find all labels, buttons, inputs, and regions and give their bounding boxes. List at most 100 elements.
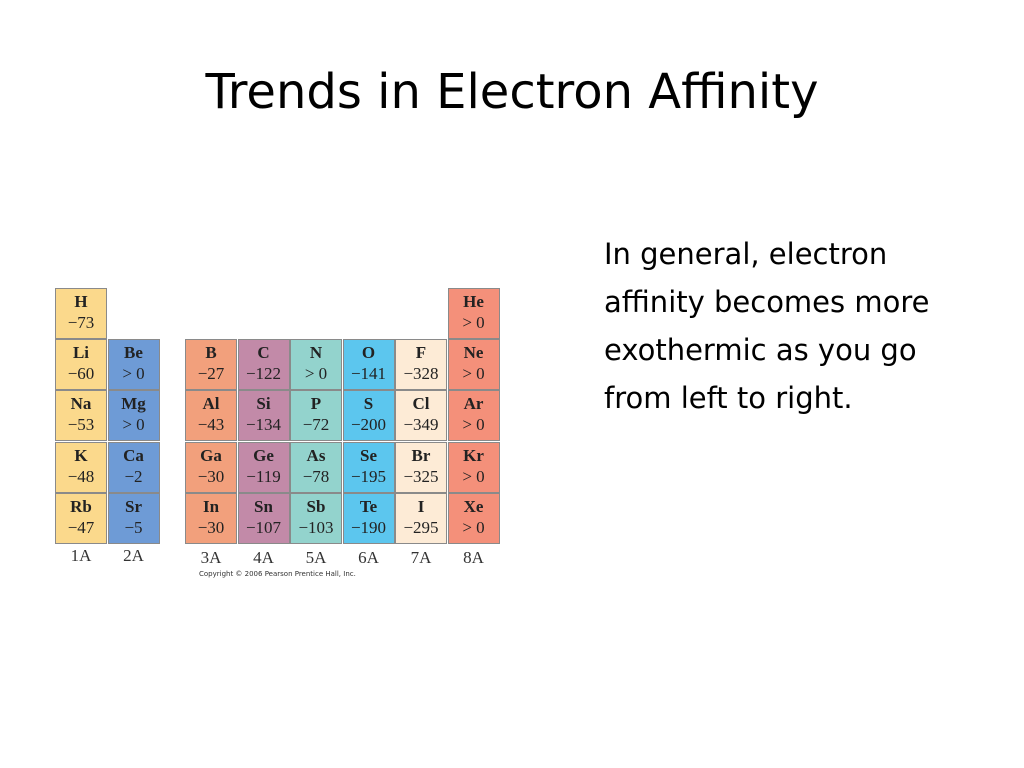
- electron-affinity: −2: [124, 466, 143, 486]
- element-symbol: Mg: [121, 394, 146, 414]
- element-cell: Kr > 0: [447, 441, 500, 493]
- element-cell: Sb −103: [290, 492, 342, 544]
- element-cell: Ca −2: [107, 441, 160, 493]
- element-cell: In −30: [185, 492, 237, 544]
- group-label: 5A: [305, 548, 327, 567]
- element-symbol: Ge: [253, 445, 274, 465]
- electron-affinity: −200: [350, 415, 387, 435]
- element-symbol: O: [361, 343, 376, 363]
- electron-affinity: −134: [245, 415, 282, 435]
- element-cell: I −295: [395, 492, 447, 544]
- element-cell: Ge −119: [237, 441, 290, 493]
- element-cell: Li −60: [55, 339, 107, 391]
- element-symbol: I: [417, 496, 425, 516]
- element-cell: Br −325: [395, 441, 447, 493]
- element-cell: H −73: [55, 288, 107, 339]
- element-cell: Na −53: [55, 390, 107, 442]
- electron-affinity: −328: [403, 364, 439, 384]
- slide-title: Trends in Electron Affinity: [205, 64, 819, 120]
- electron-affinity: −141: [350, 364, 387, 384]
- element-symbol: S: [363, 394, 374, 414]
- element-cell: Be > 0: [107, 339, 160, 391]
- element-cell: Sr −5: [107, 492, 160, 544]
- electron-affinity: > 0: [122, 415, 145, 435]
- element-symbol: Se: [360, 445, 377, 465]
- electron-affinity: > 0: [462, 364, 485, 384]
- electron-affinity: −27: [197, 364, 225, 384]
- element-symbol: As: [306, 445, 326, 465]
- element-symbol: Na: [70, 394, 92, 414]
- element-symbol: Al: [202, 394, 220, 414]
- electron-affinity: −5: [124, 517, 143, 537]
- element-cell: Cl −349: [395, 390, 447, 442]
- element-symbol: Te: [359, 496, 378, 516]
- element-cell: P −72: [290, 390, 342, 442]
- element-symbol: C: [257, 343, 270, 363]
- electron-affinity: −122: [245, 364, 282, 384]
- element-cell: Ne > 0: [447, 339, 500, 391]
- group-label: 1A: [70, 546, 92, 565]
- element-symbol: K: [74, 445, 88, 465]
- element-cell: N > 0: [290, 339, 342, 391]
- electron-affinity: −295: [403, 517, 439, 537]
- electron-affinity: −47: [67, 517, 95, 537]
- element-symbol: F: [415, 343, 427, 363]
- element-cell: Si −134: [237, 390, 290, 442]
- electron-affinity: −43: [197, 415, 225, 435]
- electron-affinity: −73: [67, 313, 95, 332]
- element-cell: Ar > 0: [447, 390, 500, 442]
- electron-affinity: −53: [67, 415, 95, 435]
- electron-affinity: −107: [245, 517, 282, 537]
- element-symbol: Be: [124, 343, 143, 363]
- element-symbol: Cl: [412, 394, 430, 414]
- electron-affinity: −119: [246, 466, 281, 486]
- element-cell: He > 0: [447, 288, 500, 339]
- element-symbol: Ar: [463, 394, 484, 414]
- group-label: 8A: [463, 548, 484, 567]
- electron-affinity: −30: [197, 517, 225, 537]
- element-symbol: Rb: [70, 496, 92, 516]
- element-symbol: Si: [256, 394, 271, 414]
- electron-affinity: −190: [350, 517, 387, 537]
- copyright: Copyright © 2006 Pearson Prentice Hall, …: [199, 570, 356, 578]
- electron-affinity: −349: [403, 415, 439, 435]
- electron-affinity: > 0: [462, 466, 485, 486]
- element-symbol: In: [202, 496, 220, 516]
- electron-affinity: −60: [67, 364, 95, 384]
- element-cell: B −27: [185, 339, 237, 391]
- element-cell: O −141: [342, 339, 395, 391]
- element-symbol: Xe: [463, 496, 484, 516]
- element-symbol: Br: [411, 445, 431, 465]
- element-cell: F −328: [395, 339, 447, 391]
- element-cell: Xe > 0: [447, 492, 500, 544]
- electron-affinity: −103: [298, 517, 334, 537]
- electron-affinity: −325: [403, 466, 439, 486]
- element-cell: S −200: [342, 390, 395, 442]
- group-label: 7A: [410, 548, 432, 567]
- element-symbol: Ga: [200, 445, 222, 465]
- element-cell: As −78: [290, 441, 342, 493]
- element-cell: Sn −107: [237, 492, 290, 544]
- element-cell: C −122: [237, 339, 290, 391]
- element-cell: Se −195: [342, 441, 395, 493]
- electron-affinity: −48: [67, 466, 95, 486]
- electron-affinity: −30: [197, 466, 225, 486]
- electron-affinity: > 0: [462, 517, 485, 537]
- element-symbol: N: [309, 343, 323, 363]
- element-cell: Rb −47: [55, 492, 107, 544]
- electron-affinity: −78: [302, 466, 330, 486]
- element-symbol: Sb: [306, 496, 326, 516]
- electron-affinity: > 0: [462, 313, 485, 332]
- element-symbol: He: [463, 292, 484, 311]
- element-symbol: Sn: [254, 496, 273, 516]
- electron-affinity: > 0: [304, 364, 328, 384]
- element-symbol: Ne: [463, 343, 484, 363]
- element-cell: Te −190: [342, 492, 395, 544]
- group-label: 2A: [123, 546, 144, 565]
- body-text: In general, electron affinity becomes mo…: [604, 237, 930, 415]
- element-symbol: P: [310, 394, 322, 414]
- electron-affinity: −195: [350, 466, 387, 486]
- element-symbol: Sr: [125, 496, 142, 516]
- element-symbol: B: [205, 343, 217, 363]
